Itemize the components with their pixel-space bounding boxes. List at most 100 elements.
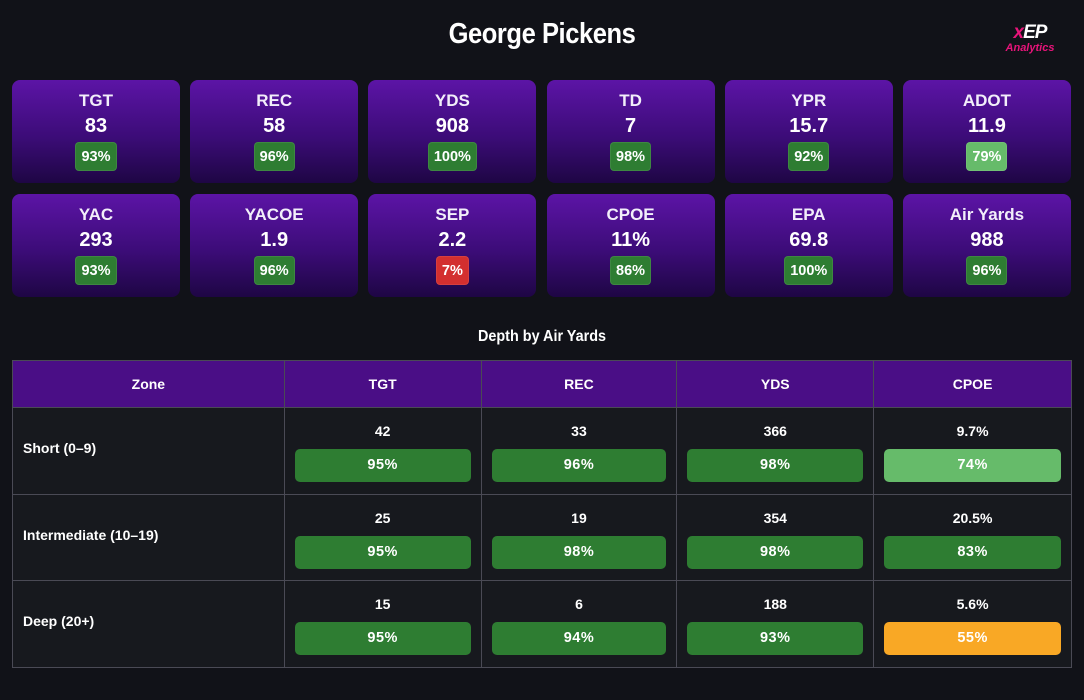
stat-card-ypr: YPR 15.7 92% <box>724 80 893 183</box>
column-header-cpoe: CPOE <box>873 360 1072 408</box>
stat-card-epa: EPA 69.8 100% <box>724 194 893 297</box>
rec-cell: 6 94% <box>480 580 678 668</box>
cpoe-cell: 9.7% 74% <box>873 407 1072 495</box>
tgt-value: 15 <box>374 596 391 612</box>
stat-card-air-yards: Air Yards 988 96% <box>902 194 1071 297</box>
yds-cell: 366 98% <box>676 407 875 495</box>
stat-value: 988 <box>970 229 1004 251</box>
depth-section-title: Depth by Air Yards <box>477 328 607 345</box>
percentile-bar: 95% <box>294 622 471 655</box>
cpoe-value: 20.5% <box>952 510 993 526</box>
rec-value: 19 <box>571 510 587 526</box>
percentile-bar: 95% <box>294 536 471 569</box>
stat-value: 908 <box>435 115 470 137</box>
tgt-value: 42 <box>374 423 391 439</box>
stat-label: EPA <box>791 205 826 224</box>
zone-cell: Short (0–9) <box>12 407 285 495</box>
yds-cell: 188 93% <box>676 580 875 668</box>
rec-cell: 19 98% <box>480 494 678 581</box>
percentile-badge: 100% <box>427 142 477 171</box>
stat-cards-grid: TGT 83 93% REC 58 96% YDS 908 100% TD 7 98% YPR 15.7 9… <box>12 80 1071 297</box>
percentile-badge: 100% <box>784 256 834 285</box>
table-row-intermediate-10-19: Intermediate (10–19) 25 95% 19 98% 354 98% 20.5… <box>12 494 1072 581</box>
table-row-deep-20: Deep (20+) 15 95% 6 94% 188 93% 5.6% 55% <box>12 580 1072 668</box>
percentile-bar: 98% <box>687 449 864 482</box>
yds-cell: 354 98% <box>676 494 875 581</box>
stat-label: REC <box>256 91 293 110</box>
stat-value: 2.2 <box>438 229 467 251</box>
zone-label: Short (0–9) <box>23 440 97 456</box>
stat-value: 69.8 <box>789 229 829 251</box>
tgt-value: 25 <box>374 510 391 526</box>
stat-value: 15.7 <box>789 115 829 137</box>
stat-value: 293 <box>79 229 113 251</box>
cpoe-cell: 20.5% 83% <box>873 494 1072 581</box>
percentile-bar: 83% <box>884 536 1061 569</box>
stat-label: YDS <box>434 91 470 110</box>
zone-label: Deep (20+) <box>23 613 95 629</box>
zone-cell: Intermediate (10–19) <box>12 494 285 581</box>
stat-label: YPR <box>791 91 827 110</box>
stat-card-rec: REC 58 96% <box>190 80 359 183</box>
stat-label: YAC <box>78 205 114 224</box>
percentile-badge: 86% <box>610 256 652 285</box>
stat-value: 7 <box>625 115 637 137</box>
stat-card-yac: YAC 293 93% <box>12 194 180 297</box>
stat-card-yds: YDS 908 100% <box>368 80 537 183</box>
stat-card-adot: ADOT 11.9 79% <box>902 80 1071 183</box>
percentile-bar: 93% <box>687 622 864 655</box>
stat-label: ADOT <box>962 91 1012 110</box>
table-header-row: Zone TGT REC YDS CPOE <box>12 360 1072 408</box>
zone-label: Intermediate (10–19) <box>23 526 159 543</box>
percentile-badge: 96% <box>253 256 295 285</box>
percentile-bar: 74% <box>884 449 1061 482</box>
percentile-badge: 92% <box>788 142 830 171</box>
percentile-bar: 96% <box>491 449 667 482</box>
rec-cell: 33 96% <box>480 407 678 495</box>
stat-card-td: TD 7 98% <box>546 80 715 183</box>
percentile-badge: 96% <box>966 256 1008 285</box>
percentile-bar: 98% <box>491 536 667 569</box>
percentile-badge: 96% <box>253 142 295 171</box>
cpoe-cell: 5.6% 55% <box>873 580 1072 668</box>
percentile-bar: 98% <box>687 536 864 569</box>
depth-by-air-yards-table: Zone TGT REC YDS CPOE Short (0–9) 42 95% 33… <box>12 360 1072 668</box>
stat-label: TD <box>619 91 642 110</box>
stat-card-cpoe: CPOE 11% 86% <box>546 194 715 297</box>
column-header-yds: YDS <box>676 360 875 408</box>
column-header-tgt: TGT <box>283 360 482 408</box>
percentile-bar: 55% <box>884 622 1061 655</box>
table-row-short-0-9: Short (0–9) 42 95% 33 96% 366 98% 9.7% 74% <box>12 407 1072 495</box>
yds-value: 354 <box>763 510 787 526</box>
percentile-badge: 7% <box>435 256 469 285</box>
cpoe-value: 5.6% <box>956 596 989 612</box>
logo-subtitle: Analytics <box>1005 42 1055 54</box>
stat-card-yacoe: YACOE 1.9 96% <box>190 194 359 297</box>
stat-label: CPOE <box>606 205 655 224</box>
percentile-badge: 79% <box>966 142 1008 171</box>
tgt-cell: 25 95% <box>283 494 482 581</box>
stat-card-sep: SEP 2.2 7% <box>368 194 537 297</box>
percentile-badge: 93% <box>75 142 117 171</box>
stat-value: 1.9 <box>260 229 289 251</box>
page-title: George Pickens <box>448 18 636 50</box>
tgt-cell: 15 95% <box>283 580 482 668</box>
yds-value: 188 <box>763 596 787 612</box>
rec-value: 33 <box>571 423 587 439</box>
stat-label: YACOE <box>244 205 304 224</box>
rec-value: 6 <box>575 596 583 612</box>
stat-label: TGT <box>79 91 113 110</box>
cpoe-value: 9.7% <box>956 423 989 439</box>
tgt-cell: 42 95% <box>283 407 482 495</box>
stat-label: Air Yards <box>949 205 1025 224</box>
percentile-bar: 95% <box>294 449 471 482</box>
stat-card-tgt: TGT 83 93% <box>12 80 180 183</box>
zone-cell: Deep (20+) <box>12 580 285 668</box>
stat-value: 58 <box>263 115 286 137</box>
stat-value: 83 <box>84 115 108 137</box>
percentile-badge: 98% <box>610 142 652 171</box>
logo-mark: xEP <box>1013 22 1048 43</box>
stat-value: 11% <box>611 229 651 251</box>
percentile-badge: 93% <box>75 256 117 285</box>
column-header-rec: REC <box>480 360 678 408</box>
